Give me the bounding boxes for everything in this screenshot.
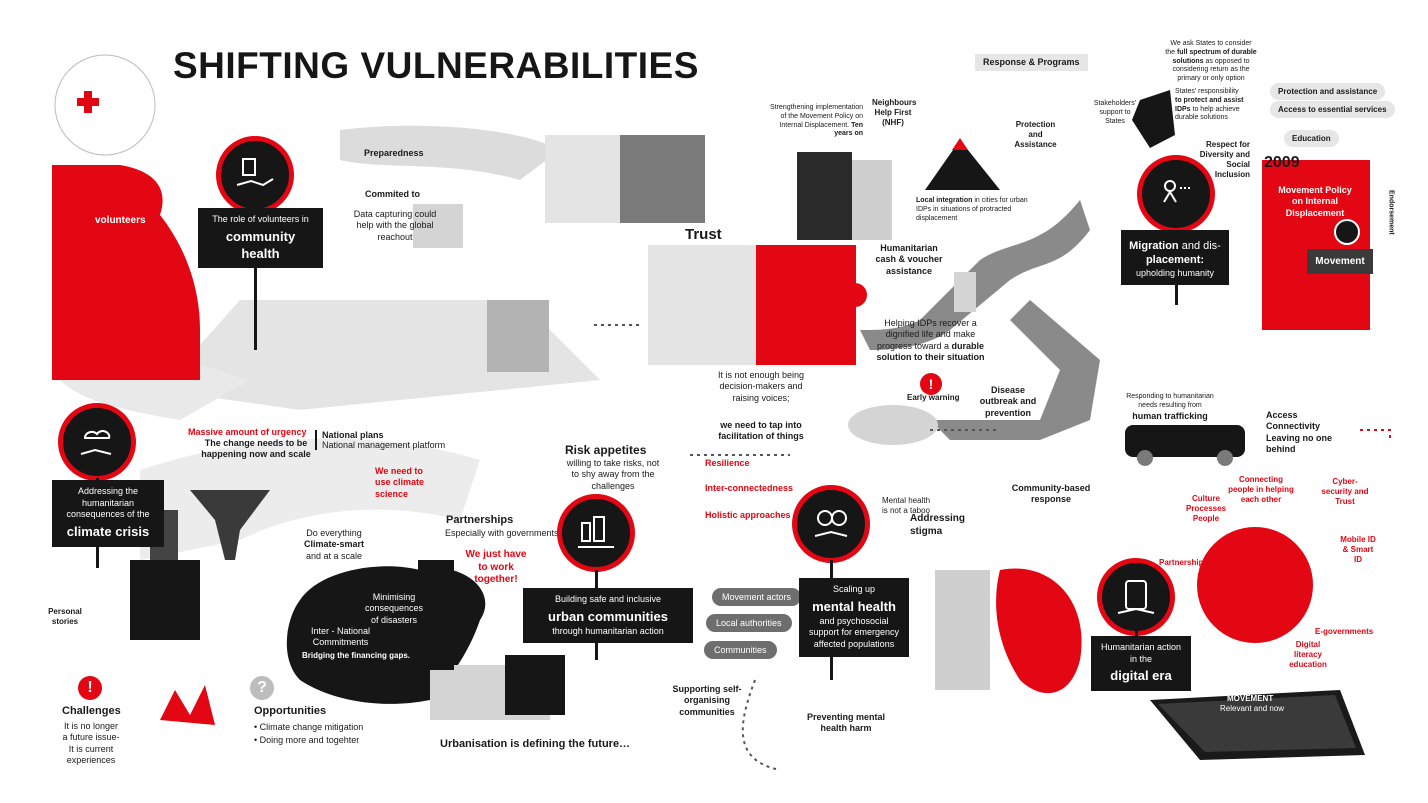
stakeholders-text: Stakeholders' support to States	[1093, 100, 1137, 125]
volunteers-label: volunteers	[95, 215, 146, 226]
digital-era-box: Humanitarian action in the digital era	[1091, 636, 1191, 692]
urban-communities-icon	[557, 494, 635, 572]
protection-pill: Protection and assistance	[1270, 83, 1386, 100]
digital-era-icon	[1097, 558, 1175, 636]
education-pill: Education	[1284, 130, 1339, 147]
local-authorities-pill: Local authorities	[706, 614, 792, 632]
partnerships-sub: Especially with governments	[445, 528, 559, 538]
cyber-text: Cyber-security and Trust	[1321, 477, 1369, 506]
respect-text: Respect for Diversity and Social Inclusi…	[1199, 140, 1250, 179]
urgency-text: Massive amount of urgency	[188, 427, 307, 437]
page-title: SHIFTING VULNERABILITIES	[173, 45, 699, 86]
climate-smart-text: Do everything Climate-smart and at a sca…	[303, 528, 365, 561]
challenges-text: It is no longer a future issue- It is cu…	[62, 721, 120, 765]
helping-idps-text: Helping IDPs recover a dignified life an…	[876, 318, 985, 362]
disease-text: Disease outbreak and prevention	[979, 385, 1037, 418]
access-text: Access Connectivity Leaving no one behin…	[1266, 410, 1333, 454]
risk-appetites-text: willing to take risks, not to shy away f…	[566, 458, 660, 491]
community-health-icon	[216, 136, 294, 214]
holistic-label: Holistic approaches	[705, 510, 791, 520]
climate-crisis-box: Addressing the humanitarian consequences…	[52, 480, 164, 547]
minimising-text: Minimising consequences of disasters	[364, 592, 424, 625]
e-gov-text: E-governments	[1315, 627, 1374, 636]
community-based-text: Community-based response	[1011, 483, 1091, 505]
challenges-icon: !	[78, 676, 102, 700]
urban-communities-box: Building safe and inclusive urban commun…	[523, 588, 693, 644]
personal-stories-label: Personal stories	[48, 607, 82, 626]
response-programs-label: Response & Programs	[975, 54, 1088, 72]
climate-science-text: We need to use climate science	[375, 466, 425, 499]
movement-actors-pill: Movement actors	[712, 588, 802, 606]
stigma-text: Addressing stigma	[910, 513, 966, 537]
movement-badge: Movement	[1307, 249, 1373, 274]
preparedness-label: Preparedness	[364, 148, 424, 158]
change-text: The change needs to be happening now and…	[201, 438, 311, 460]
mental-health-box: Scaling up mental health and psychosocia…	[799, 578, 909, 657]
challenges-title: Challenges	[62, 705, 121, 717]
taboo-text: Mental health is not a taboo	[881, 496, 931, 515]
bridging-text: Bridging the financing gaps.	[302, 651, 410, 660]
culture-text: Culture Processes People	[1185, 494, 1227, 523]
urbanisation-text: Urbanisation is defining the future…	[440, 738, 631, 750]
preventing-text: Preventing mental health harm	[806, 712, 886, 734]
strengthening-text: Strengthening implementation of the Move…	[769, 104, 863, 138]
year-2009: 2009	[1264, 154, 1300, 171]
risk-appetites-title: Risk appetites	[565, 443, 647, 457]
climate-crisis-icon	[58, 403, 136, 481]
commited-to-label: Commited to	[365, 189, 420, 199]
facilitation-text: we need to tap into facilitation of thin…	[718, 420, 804, 442]
partnerships-title: Partnerships	[446, 514, 514, 526]
data-capturing-text: Data capturing could help with the globa…	[353, 209, 437, 242]
supporting-text: Supporting self-organising communities	[672, 684, 742, 717]
inter-national-text: Inter - National Commitments	[310, 626, 371, 648]
policy-text: Movement Policy on Internal Displacement	[1278, 185, 1352, 218]
trust-label: Trust	[685, 226, 722, 243]
states-consider-text: We ask States to consider the full spect…	[1165, 40, 1257, 82]
communities-pill: Communities	[704, 641, 777, 659]
trafficking-text: Responding to humanitarian needs resulti…	[1126, 393, 1214, 421]
checkmark-icon	[1334, 219, 1360, 245]
mobile-id-text: Mobile ID & Smart ID	[1340, 535, 1376, 564]
cash-voucher-text: Humanitarian cash & voucher assistance	[875, 243, 943, 276]
opportunity-item: • Climate change mitigation	[254, 722, 364, 732]
early-warning-label: Early warning	[907, 393, 960, 402]
opportunity-item: • Doing more and togehter	[254, 735, 360, 745]
local-integration-text: Local integration in cities for urban ID…	[916, 197, 1028, 222]
literacy-text: Digital literacy education	[1289, 640, 1327, 669]
resilience-label: Resilience	[705, 458, 750, 468]
inter-connectedness-label: Inter-connectedness	[705, 483, 794, 493]
early-warning-icon: !	[920, 373, 942, 395]
essential-services-pill: Access to essential services	[1270, 101, 1395, 118]
opportunities-icon: ?	[250, 676, 274, 700]
movement-label: MOVEMENT	[1227, 694, 1274, 703]
not-enough-text: It is not enough being decision-makers a…	[717, 370, 805, 403]
states-resp-text: States' responsibility to protect and as…	[1175, 88, 1244, 122]
mental-health-icon	[792, 485, 870, 563]
partnerships-digital-text: Partnerships	[1159, 558, 1208, 567]
migration-icon	[1137, 155, 1215, 233]
opportunities-title: Opportunities	[254, 705, 327, 717]
opportunities-list: • Climate change mitigation • Doing more…	[254, 719, 363, 745]
nhf-text: Neighbours Help First (NHF)	[872, 98, 917, 127]
work-together-text: We just have to work together!	[465, 549, 527, 585]
relevant-label: Relevant and now	[1220, 704, 1285, 713]
community-health-box: The role of volunteers in community heal…	[198, 208, 323, 269]
endorsement-text: Endorsement	[1387, 190, 1395, 235]
national-plans: National plans National management platf…	[315, 430, 445, 450]
connecting-text: Connecting people in helping each other	[1228, 475, 1294, 504]
migration-box: Migration and dis- placement: upholding …	[1121, 230, 1229, 286]
protection-assistance-text: Protection and Assistance	[1014, 120, 1057, 149]
logo	[50, 50, 160, 160]
